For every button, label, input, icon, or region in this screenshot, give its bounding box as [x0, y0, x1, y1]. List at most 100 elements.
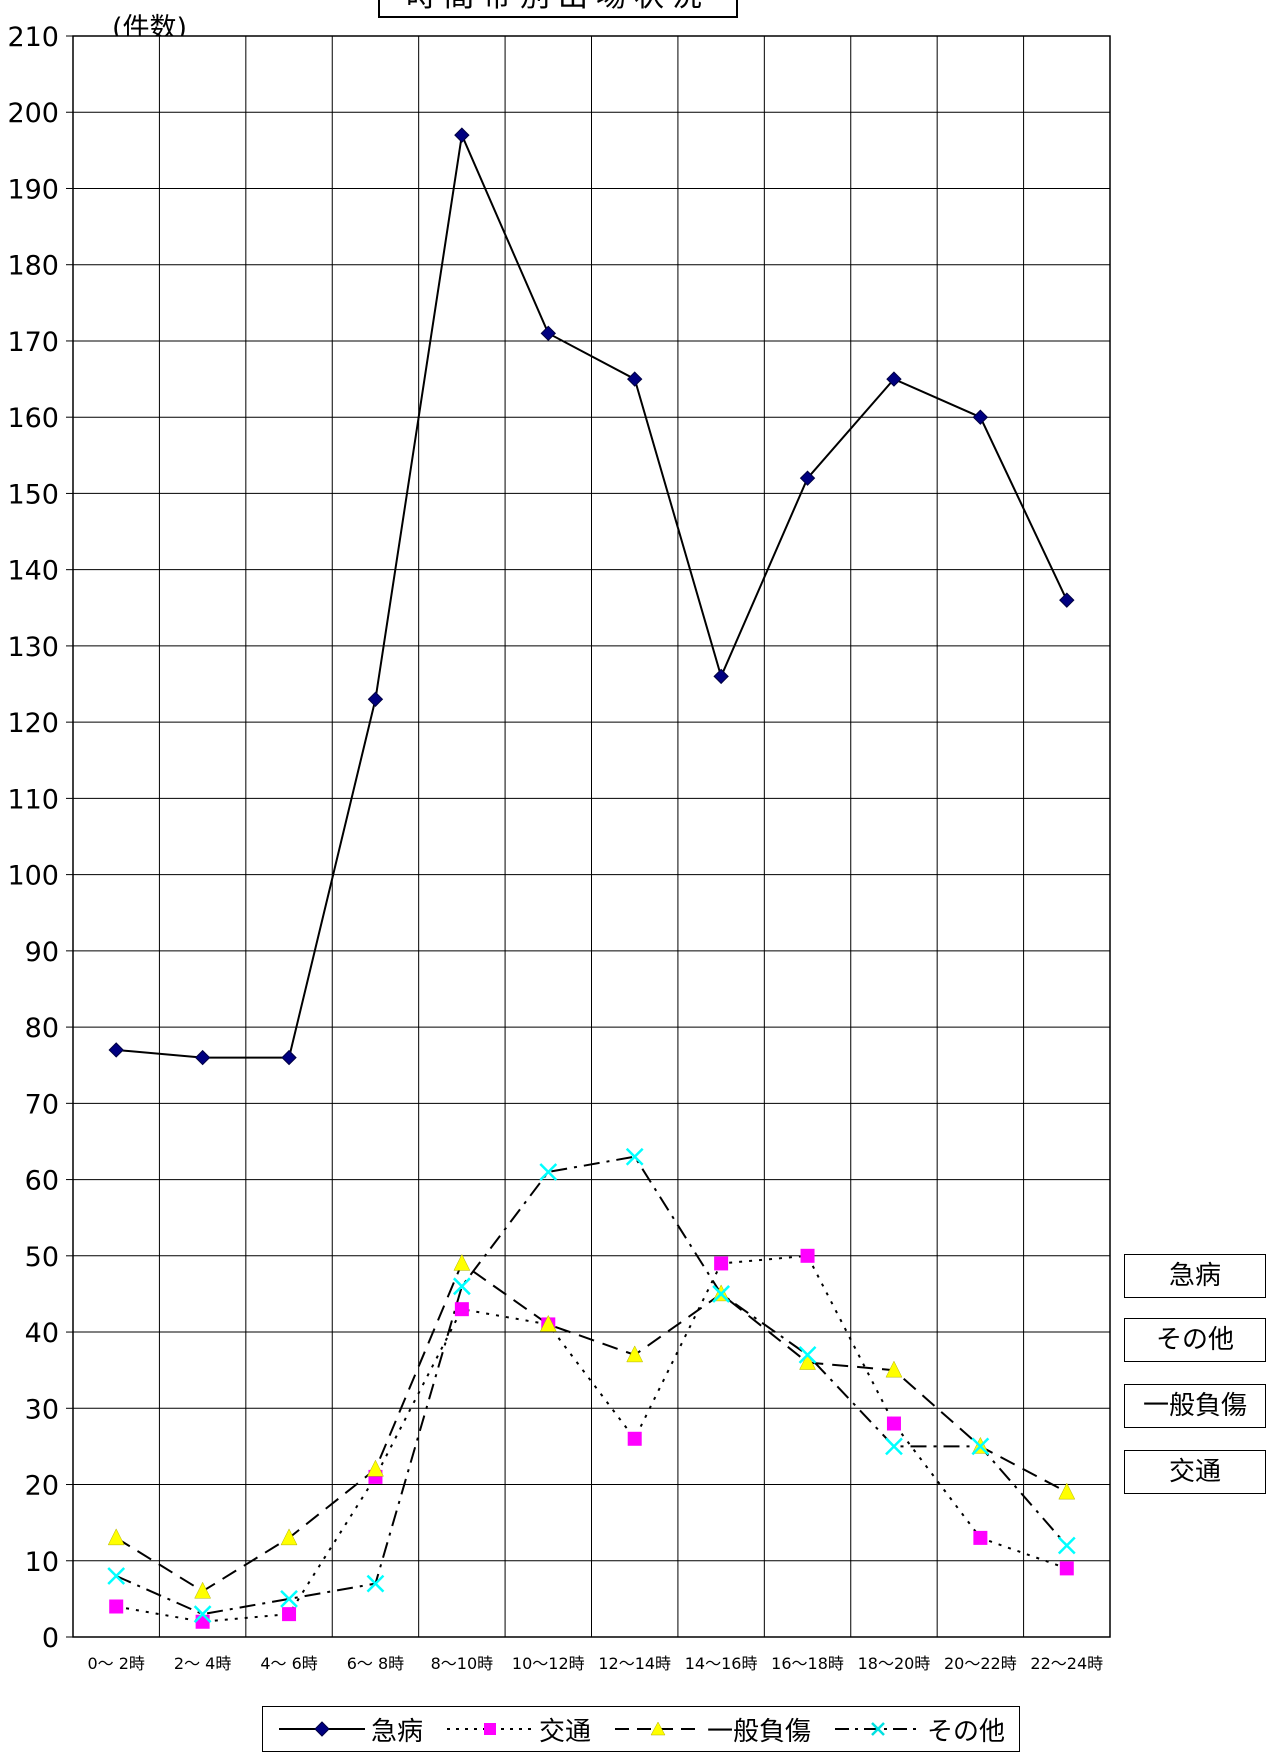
data-point-s0-11 [1059, 592, 1075, 608]
legend-label: 交通 [538, 1716, 591, 1747]
x-tick-label: 4～ 6時 [260, 1654, 317, 1673]
series-line-2 [115, 1261, 1068, 1593]
legend-item-ippan-fusho: 一般負傷 [613, 1711, 811, 1748]
data-point-s3-9 [885, 1437, 903, 1456]
data-point-s3-8 [798, 1346, 817, 1364]
legend-item-kyubyo: 急病 [277, 1711, 423, 1748]
data-point-s1-10 [973, 1530, 988, 1545]
legend-item-sonota: その他 [833, 1711, 1005, 1748]
data-point-s0-5 [540, 325, 556, 342]
y-tick-label: 0 [42, 1623, 59, 1654]
data-point-s2-4 [453, 1253, 471, 1271]
y-tick-label: 40 [25, 1318, 59, 1349]
data-point-s3-10 [971, 1437, 990, 1456]
data-point-s0-10 [972, 409, 989, 425]
side-label-sonota: その他 [1124, 1318, 1266, 1362]
x-tick-label: 20～22時 [944, 1654, 1017, 1673]
data-point-s0-2 [281, 1049, 297, 1066]
x-tick-label: 12～14時 [598, 1654, 671, 1673]
data-point-s2-6 [626, 1345, 644, 1363]
legend-label: 一般負傷 [707, 1716, 812, 1747]
y-tick-label: 140 [7, 556, 59, 587]
data-point-s1-1 [195, 1614, 210, 1629]
data-point-s1-7 [714, 1256, 729, 1271]
data-point-s3-6 [625, 1147, 644, 1166]
data-point-s2-3 [367, 1459, 384, 1477]
y-tick-label: 110 [7, 784, 59, 815]
y-tick-label: 210 [7, 22, 59, 53]
data-point-s0-9 [886, 371, 902, 387]
data-point-s1-0 [109, 1599, 124, 1614]
series-markers [107, 127, 1076, 1629]
data-point-s0-8 [799, 470, 816, 486]
data-point-s0-3 [367, 691, 384, 707]
y-tick-label: 60 [25, 1166, 59, 1197]
y-tick-label: 190 [7, 174, 59, 205]
y-tick-label: 90 [25, 937, 59, 968]
data-point-s1-11 [1059, 1561, 1074, 1576]
data-point-s1-6 [627, 1431, 642, 1446]
data-point-s2-9 [885, 1360, 903, 1378]
chart-legend: 急病 交通 一般負傷 その他 [262, 1706, 1020, 1752]
grid-lines [66, 35, 1111, 1638]
data-point-s3-3 [366, 1574, 385, 1593]
x-tick-label: 8～10時 [431, 1654, 494, 1673]
y-tick-label: 170 [7, 327, 59, 358]
legend-swatch-ippan-fusho [615, 1721, 701, 1736]
data-point-s0-6 [627, 371, 643, 387]
series-line-1 [116, 1254, 1068, 1623]
y-tick-label: 100 [7, 861, 59, 892]
y-tick-label: 70 [25, 1089, 59, 1120]
data-point-s2-2 [280, 1528, 298, 1546]
series-line-0 [116, 131, 1068, 1059]
data-point-s3-11 [1057, 1536, 1076, 1555]
data-point-s3-5 [539, 1163, 558, 1181]
data-point-s3-4 [452, 1277, 471, 1296]
side-label-kyubyo: 急病 [1124, 1254, 1266, 1298]
y-tick-label: 50 [25, 1242, 59, 1273]
legend-item-kotsu: 交通 [445, 1711, 591, 1748]
data-point-s2-1 [194, 1581, 212, 1599]
series-line-3 [115, 1155, 1068, 1616]
y-tick-label: 200 [7, 98, 59, 129]
legend-swatch-kyubyo [278, 1721, 365, 1737]
y-tick-labels: 0 10 20 30 40 50 60 70 80 90 100 110 120 130 140 150 160… [7, 22, 59, 1654]
x-tick-label: 22～24時 [1030, 1654, 1103, 1673]
x-tick-label: 14～16時 [685, 1654, 758, 1673]
x-tick-label: 10～12時 [512, 1654, 585, 1673]
y-tick-label: 80 [25, 1013, 59, 1044]
chart-title: 時間帯別出場状況 [378, 0, 738, 18]
legend-swatch-kotsu [446, 1723, 533, 1735]
data-point-s2-5 [539, 1314, 557, 1332]
y-tick-label: 30 [25, 1394, 59, 1425]
side-label-kotsu: 交通 [1124, 1450, 1266, 1494]
data-point-s3-1 [193, 1605, 212, 1624]
y-tick-label: 160 [7, 403, 59, 434]
line-chart: 0 10 20 30 40 50 60 70 80 90 100 110 120 130 140 150 160… [7, 22, 1111, 1673]
data-point-s2-11 [1058, 1482, 1076, 1500]
data-point-s1-4 [454, 1302, 469, 1317]
data-point-s3-0 [107, 1567, 126, 1585]
data-point-s1-8 [800, 1248, 815, 1263]
data-point-s3-7 [712, 1285, 731, 1303]
legend-swatch-sonota [835, 1722, 922, 1736]
x-tick-label: 2～ 4時 [174, 1654, 231, 1673]
y-tick-label: 10 [25, 1547, 59, 1578]
data-point-s0-1 [194, 1049, 211, 1066]
y-tick-label: 130 [7, 632, 59, 663]
x-tick-label: 18～20時 [858, 1654, 931, 1673]
x-tick-label: 6～ 8時 [347, 1654, 404, 1673]
y-tick-label: 20 [25, 1471, 59, 1502]
data-point-s0-0 [108, 1042, 124, 1058]
y-tick-label: 120 [7, 708, 59, 739]
legend-label: 急病 [370, 1716, 423, 1747]
y-tick-label: 180 [7, 251, 59, 282]
legend-label: その他 [927, 1716, 1006, 1747]
series-lines [115, 131, 1068, 1623]
data-point-s0-4 [454, 127, 470, 143]
data-point-s0-7 [713, 668, 729, 685]
x-tick-label: 0～ 2時 [87, 1654, 144, 1673]
data-point-s3-2 [280, 1589, 298, 1608]
y-tick-label: 150 [7, 479, 59, 510]
x-tick-labels: 0～ 2時 2～ 4時 4～ 6時 6～ 8時 8～10時 10～12時 12～14時 14～… [87, 1654, 1103, 1673]
